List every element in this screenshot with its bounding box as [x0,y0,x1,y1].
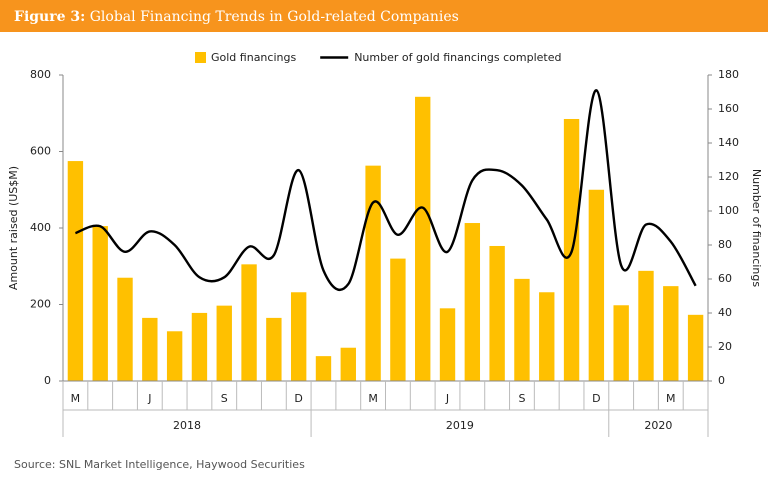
bar [117,277,133,381]
legend-label: Number of gold financings completed [354,51,561,64]
x-tick-label: M [368,392,378,405]
bar [266,317,282,381]
y2-tick-label: 180 [718,68,739,81]
y-tick-label: 600 [30,145,51,158]
year-label: 2018 [173,419,201,432]
bar [539,292,555,381]
bar [514,278,530,381]
year-label: 2019 [446,419,474,432]
y2-tick-label: 0 [718,374,725,387]
y-tick-label: 0 [44,374,51,387]
bar [489,245,505,381]
bar [687,314,704,381]
source: Source: SNL Market Intelligence, Haywood… [14,458,305,471]
bar [67,161,84,381]
x-tick-label: D [294,392,302,405]
y-tick-label: 800 [30,68,51,81]
bar [290,292,307,381]
legend-label: Gold financings [211,51,296,64]
bar [613,305,629,381]
bar [340,347,356,381]
y2-tick-label: 20 [718,340,732,353]
header: Figure 3: Global Financing Trends in Gol… [14,9,459,25]
y2-tick-label: 120 [718,170,739,183]
figure-label: Figure 3: [14,9,85,25]
line [74,89,697,291]
bar [142,317,158,381]
x-tick-label: M [71,392,81,405]
y-axis-title: Amount raised (US$M) [7,166,20,290]
y2-tick-label: 160 [718,102,739,115]
y-tick-label: 400 [30,221,51,234]
legend-swatch [195,52,206,63]
y2-tick-label: 80 [718,238,732,251]
bar [92,226,108,381]
bar [390,258,406,381]
x-tick-label: M [666,392,676,405]
bar [588,189,605,381]
x-tick-label: J [147,392,151,405]
chart-title: Global Financing Trends in Gold-related … [90,9,459,25]
x-tick-label: D [592,392,600,405]
y2-tick-label: 60 [718,272,732,285]
bar [638,270,654,381]
header-band [0,0,768,32]
x-tick-label: S [221,392,228,405]
year-label: 2020 [644,419,672,432]
y2-tick-label: 140 [718,136,739,149]
y2-tick-label: 40 [718,306,732,319]
bar [216,305,232,381]
bar [241,264,257,381]
y-tick-label: 200 [30,298,51,311]
y2-tick-label: 100 [718,204,739,217]
y2-axis-title: Number of financings [750,169,763,287]
bar [191,312,208,381]
bar [439,308,456,381]
bar [464,223,481,381]
bar [365,165,381,381]
bar [663,286,679,381]
bar [415,96,431,382]
bar [166,331,183,381]
x-tick-label: S [518,392,525,405]
bar [315,356,332,381]
x-tick-label: J [445,392,449,405]
